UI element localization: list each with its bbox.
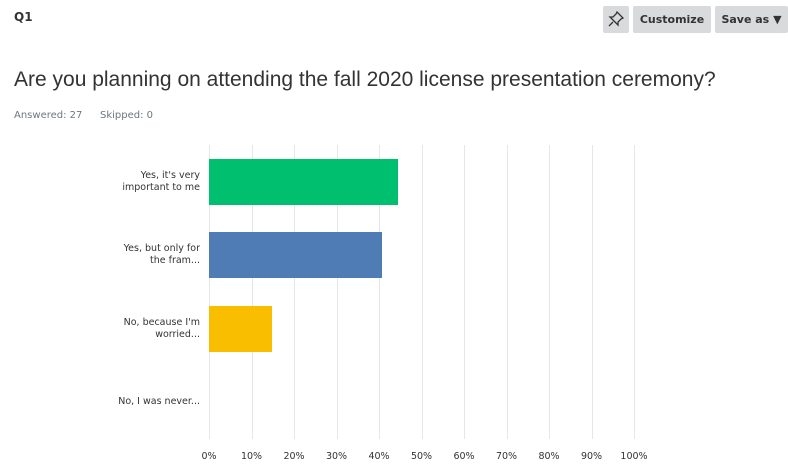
- category-label: No, I was never...: [118, 396, 200, 408]
- x-tick-label: 70%: [495, 451, 518, 462]
- chart-title: Are you planning on attending the fall 2…: [14, 68, 716, 91]
- bar: [209, 158, 398, 205]
- grid-line: [251, 145, 253, 439]
- bar: [209, 305, 272, 352]
- bar: [209, 232, 383, 279]
- answered: Answered: 27: [14, 110, 83, 121]
- x-tick-label: 100%: [620, 451, 648, 462]
- x-tick-label: 80%: [538, 451, 560, 462]
- pin-icon: [608, 10, 625, 27]
- grid-line: [421, 145, 423, 439]
- category-label: Yes, it's very important to me: [122, 169, 200, 193]
- dropdown-arrow: ▼: [773, 13, 782, 26]
- x-tick-label: 60%: [453, 451, 475, 462]
- grid-line: [464, 145, 465, 439]
- grid-line: [591, 145, 593, 439]
- grid-line: [506, 145, 508, 439]
- customize-button[interactable]: Customize: [633, 6, 711, 33]
- grid-line: [549, 145, 550, 439]
- x-tick-label: 90%: [580, 451, 603, 462]
- grid-line: [336, 145, 338, 439]
- grid-line: [209, 145, 210, 439]
- category-label: No, because I'm worried...: [123, 316, 200, 340]
- x-tick-label: 30%: [325, 451, 348, 462]
- pin-button[interactable]: [603, 6, 629, 33]
- x-tick-label: 20%: [283, 451, 305, 462]
- skipped: Skipped: 0: [100, 110, 154, 121]
- grid-line: [634, 145, 635, 439]
- x-tick-label: 40%: [368, 451, 390, 462]
- plot-area: [209, 145, 635, 439]
- x-tick-label: 10%: [240, 451, 263, 462]
- save-as-label: Save as: [721, 13, 770, 26]
- x-tick-label: 0%: [201, 451, 217, 462]
- x-tick-label: 50%: [410, 451, 433, 462]
- grid-line: [294, 145, 295, 439]
- save-as-button[interactable]: Save as ▼: [715, 6, 788, 33]
- question-id: Q1: [14, 10, 33, 24]
- grid-line: [379, 145, 380, 439]
- category-label: Yes, but only for the fram...: [123, 243, 200, 267]
